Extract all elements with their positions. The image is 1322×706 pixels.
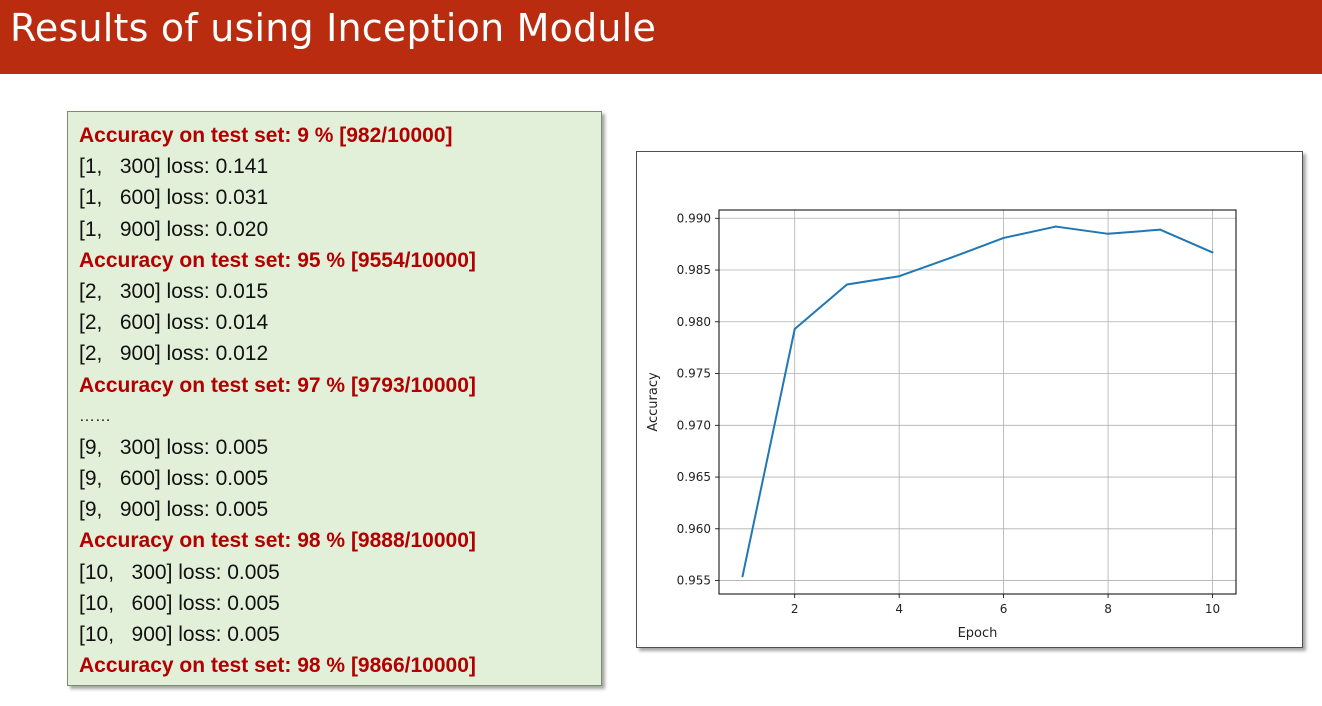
- x-tick-label: 8: [1104, 602, 1112, 616]
- y-tick-label: 0.985: [677, 263, 711, 277]
- training-log-panel: Accuracy on test set: 9 % [982/10000] [1,…: [67, 111, 602, 686]
- y-tick-label: 0.960: [677, 522, 711, 536]
- y-tick-label: 0.990: [677, 211, 711, 225]
- loss-line: [10, 900] loss: 0.005: [79, 623, 280, 646]
- title-bar: Results of using Inception Module: [0, 0, 1322, 74]
- data-point: [741, 575, 744, 578]
- loss-line: [9, 900] loss: 0.005: [79, 498, 269, 522]
- y-tick-label: 0.965: [677, 470, 711, 484]
- data-point: [793, 328, 796, 331]
- accuracy-line-series: [741, 225, 1213, 577]
- data-point: [1054, 225, 1057, 228]
- accuracy-line: Accuracy on test set: 95 % [9554/10000]: [79, 248, 476, 272]
- y-tick-label: 0.975: [677, 367, 711, 381]
- data-point: [898, 275, 901, 278]
- accuracy-chart-frame: 2 4 6 8 10 0.955 0.960 0.965 0.970 0.975 0.980 0.98…: [636, 151, 1303, 648]
- loss-line: [9, 300] loss: 0.005: [79, 435, 269, 459]
- data-point: [845, 283, 848, 286]
- page-title: Results of using Inception Module: [10, 6, 657, 50]
- loss-line: [1, 900] loss: 0.020: [79, 217, 269, 241]
- loss-line: [1, 300] loss: 0.141: [79, 155, 269, 179]
- y-tick-label: 0.955: [677, 574, 711, 588]
- data-point: [1107, 232, 1110, 235]
- x-tick-label: 2: [791, 602, 799, 616]
- y-tick-label: 0.970: [677, 418, 711, 432]
- loss-line: [1, 600] loss: 0.031: [79, 186, 269, 210]
- accuracy-line: Accuracy on test set: 97 % [9793/10000]: [79, 373, 476, 397]
- y-tick-label: 0.980: [677, 315, 711, 329]
- accuracy-line: Accuracy on test set: 9 % [982/10000]: [79, 124, 453, 147]
- x-tick-label: 4: [895, 602, 903, 616]
- accuracy-chart: 2 4 6 8 10 0.955 0.960 0.965 0.970 0.975 0.980 0.98…: [646, 209, 1237, 641]
- data-point: [1159, 228, 1162, 231]
- data-point: [950, 256, 953, 259]
- loss-line: [9, 600] loss: 0.005: [79, 467, 269, 491]
- loss-line: [2, 300] loss: 0.015: [79, 279, 269, 303]
- ellipsis-line: ……: [79, 407, 111, 425]
- loss-line: [2, 600] loss: 0.014: [79, 311, 269, 335]
- accuracy-line: Accuracy on test set: 98 % [9888/10000]: [79, 529, 476, 553]
- x-tick-label: 10: [1205, 602, 1220, 616]
- loss-line: [2, 900] loss: 0.012: [79, 342, 269, 366]
- loss-line: [10, 300] loss: 0.005: [79, 560, 280, 584]
- x-tick-label: 6: [1000, 602, 1008, 616]
- loss-line: [10, 600] loss: 0.005: [79, 591, 280, 615]
- data-point: [1002, 236, 1005, 239]
- plot-area-border: [718, 209, 1237, 595]
- accuracy-line: Accuracy on test set: 98 % [9866/10000]: [79, 654, 476, 678]
- y-axis-label: Accuracy: [646, 372, 661, 432]
- x-axis-label: Epoch: [958, 626, 998, 641]
- data-point: [1211, 251, 1214, 254]
